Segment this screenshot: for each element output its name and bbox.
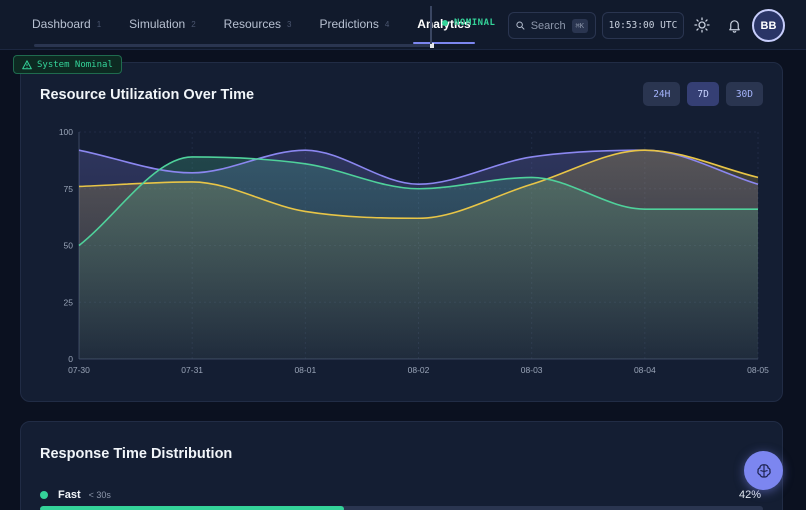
range-button-7d[interactable]: 7D xyxy=(687,82,719,106)
ai-assistant-button[interactable] xyxy=(744,451,783,490)
range-button-24h[interactable]: 24H xyxy=(643,82,681,106)
time-range-selector: 24H 7D 30D xyxy=(643,82,763,106)
bell-icon xyxy=(728,19,740,33)
search-icon xyxy=(516,21,525,30)
range-label: 24H xyxy=(653,88,671,100)
tab-dashboard[interactable]: Dashboard 1 xyxy=(18,0,115,48)
utc-clock: 10:53:00 UTC xyxy=(602,12,684,39)
tab-label: Resources xyxy=(223,17,282,31)
search-shortcut: ⌘K xyxy=(571,18,588,33)
y-tick-label: 100 xyxy=(59,127,73,137)
x-tick-label: 08-01 xyxy=(294,365,316,375)
tab-shortcut: 1 xyxy=(96,19,102,29)
tab-label: Dashboard xyxy=(32,17,91,31)
user-avatar[interactable]: BB xyxy=(752,9,785,42)
tab-shortcut: 2 xyxy=(191,19,196,29)
clock-text: 10:53:00 UTC xyxy=(608,20,678,31)
nav-tabs: Dashboard 1 Simulation 2 Resources 3 Pre… xyxy=(18,0,485,50)
x-tick-label: 08-02 xyxy=(408,365,430,375)
x-tick-label: 07-31 xyxy=(181,365,203,375)
warning-triangle-icon xyxy=(22,59,32,69)
y-tick-label: 0 xyxy=(68,354,73,364)
theme-toggle-button[interactable] xyxy=(692,15,712,35)
distribution-row-fast: Fast < 30s 42% xyxy=(40,485,763,505)
sun-icon xyxy=(694,17,710,33)
top-nav-bar: Dashboard 1 Simulation 2 Resources 3 Pre… xyxy=(0,0,806,50)
distribution-name: Fast xyxy=(58,489,81,501)
response-time-card: Response Time Distribution Fast < 30s 42… xyxy=(20,421,783,510)
search-button[interactable]: Search ⌘K xyxy=(508,12,596,39)
y-tick-label: 25 xyxy=(64,297,74,307)
series-line-2[interactable] xyxy=(78,156,758,247)
tab-simulation[interactable]: Simulation 2 xyxy=(115,0,209,48)
range-label: 7D xyxy=(697,88,709,100)
scrollbar-end xyxy=(430,43,434,48)
fast-dot-icon xyxy=(40,491,48,499)
tab-shortcut: 4 xyxy=(384,19,390,29)
system-badge-text: System Nominal xyxy=(37,59,113,70)
status-text: NOMINAL xyxy=(454,18,496,28)
y-tick-label: 75 xyxy=(64,184,74,194)
notifications-button[interactable] xyxy=(724,15,744,35)
avatar-initials: BB xyxy=(760,19,777,32)
tab-label: Simulation xyxy=(129,17,186,31)
tab-resources[interactable]: Resources 3 xyxy=(210,0,306,48)
x-tick-label: 08-03 xyxy=(521,365,543,375)
range-label: 30D xyxy=(735,88,753,100)
distribution-percent: 42% xyxy=(738,489,761,501)
x-tick-label: 07-30 xyxy=(68,365,90,375)
tabs-scrollbar[interactable] xyxy=(34,43,434,48)
system-nominal-badge: System Nominal xyxy=(13,55,122,74)
distribution-bar-fill xyxy=(40,506,344,510)
x-tick-label: 08-04 xyxy=(634,365,656,375)
system-status-indicator: NOMINAL xyxy=(442,18,495,28)
tab-label: Predictions xyxy=(319,17,379,31)
resource-utilization-card: 0 25 50 75 100 07-30 07-31 08-01 08-02 08-03 08-04… xyxy=(20,62,783,402)
utilization-chart: 0 25 50 75 100 07-30 07-31 08-01 08-02 08-03 08-04… xyxy=(59,127,769,375)
x-tick-label: 08-05 xyxy=(747,365,769,375)
tab-predictions[interactable]: Predictions 4 xyxy=(305,0,403,48)
series-line-1[interactable] xyxy=(78,149,759,220)
utilization-card-title: Resource Utilization Over Time xyxy=(40,87,255,103)
distribution-bar-track xyxy=(40,506,763,510)
range-button-30d[interactable]: 30D xyxy=(725,82,763,106)
search-placeholder: Search xyxy=(530,19,566,32)
series-area-2 xyxy=(79,156,758,359)
status-dot-icon xyxy=(442,20,448,26)
distribution-threshold: < 30s xyxy=(88,490,111,500)
nav-divider xyxy=(430,6,432,44)
brain-icon xyxy=(756,463,771,478)
tab-shortcut: 3 xyxy=(287,19,292,29)
y-tick-label: 50 xyxy=(64,241,74,251)
response-card-title: Response Time Distribution xyxy=(40,446,233,462)
